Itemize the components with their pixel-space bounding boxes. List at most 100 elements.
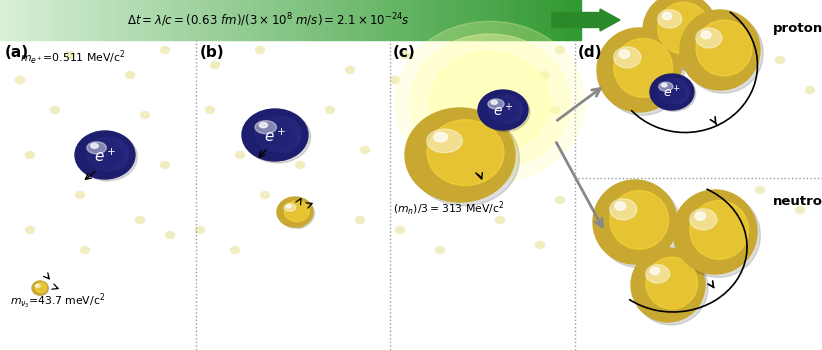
Ellipse shape <box>663 12 672 20</box>
Bar <box>58 0 67 40</box>
Ellipse shape <box>165 231 174 238</box>
Bar <box>188 0 196 40</box>
Text: (b): (b) <box>200 45 224 60</box>
Bar <box>174 0 182 40</box>
Bar <box>435 0 443 40</box>
Ellipse shape <box>409 112 520 206</box>
Ellipse shape <box>673 190 757 274</box>
Bar <box>109 0 117 40</box>
Bar <box>145 0 153 40</box>
Ellipse shape <box>690 201 749 259</box>
Ellipse shape <box>284 201 309 222</box>
Ellipse shape <box>400 51 409 58</box>
Bar <box>471 0 479 40</box>
Bar <box>573 0 581 40</box>
Ellipse shape <box>690 209 717 230</box>
Bar <box>80 0 88 40</box>
Bar <box>529 0 538 40</box>
Ellipse shape <box>658 82 673 91</box>
Bar <box>101 0 110 40</box>
Bar <box>51 0 59 40</box>
Ellipse shape <box>652 76 695 111</box>
Ellipse shape <box>541 71 549 78</box>
Bar <box>254 0 262 40</box>
Ellipse shape <box>66 51 75 58</box>
Bar <box>7 0 16 40</box>
Ellipse shape <box>87 137 129 170</box>
Ellipse shape <box>650 74 694 110</box>
Bar <box>493 0 501 40</box>
Bar <box>478 0 487 40</box>
Ellipse shape <box>650 267 660 275</box>
Ellipse shape <box>206 106 215 113</box>
Ellipse shape <box>775 56 784 63</box>
Ellipse shape <box>806 86 815 93</box>
Bar <box>377 0 386 40</box>
Bar <box>543 0 552 40</box>
Ellipse shape <box>25 152 35 159</box>
Bar <box>181 0 190 40</box>
Bar <box>457 0 465 40</box>
Bar <box>558 0 566 40</box>
Ellipse shape <box>478 90 528 130</box>
Ellipse shape <box>75 131 135 179</box>
Ellipse shape <box>33 281 48 295</box>
Ellipse shape <box>16 77 25 84</box>
Bar <box>218 0 226 40</box>
Ellipse shape <box>611 217 620 224</box>
Bar <box>261 0 270 40</box>
Ellipse shape <box>136 217 145 224</box>
Bar <box>131 0 139 40</box>
Bar <box>464 0 473 40</box>
Text: (a): (a) <box>5 45 29 60</box>
Ellipse shape <box>631 248 705 322</box>
Ellipse shape <box>643 0 717 67</box>
Ellipse shape <box>35 283 46 293</box>
Bar <box>116 0 124 40</box>
Ellipse shape <box>551 106 560 113</box>
FancyArrow shape <box>552 9 620 31</box>
Text: $m_{e^+}$=0.511 MeV/c$^2$: $m_{e^+}$=0.511 MeV/c$^2$ <box>20 49 126 67</box>
Ellipse shape <box>645 265 670 283</box>
Bar <box>522 0 530 40</box>
Text: $m_{\nu_3}$=43.7 meV/c$^2$: $m_{\nu_3}$=43.7 meV/c$^2$ <box>10 292 105 312</box>
Ellipse shape <box>160 161 169 168</box>
Ellipse shape <box>245 111 311 163</box>
Ellipse shape <box>597 28 681 112</box>
Ellipse shape <box>645 191 654 198</box>
Bar <box>210 0 219 40</box>
Ellipse shape <box>326 106 335 113</box>
Ellipse shape <box>614 38 672 97</box>
Ellipse shape <box>436 246 445 253</box>
Bar <box>537 0 545 40</box>
Bar <box>319 0 327 40</box>
Ellipse shape <box>662 83 667 87</box>
Bar <box>421 0 429 40</box>
Bar <box>384 0 392 40</box>
Ellipse shape <box>261 191 270 198</box>
Ellipse shape <box>615 202 626 210</box>
Bar <box>290 0 298 40</box>
Ellipse shape <box>796 206 805 214</box>
Ellipse shape <box>405 108 515 202</box>
Bar <box>348 0 356 40</box>
Text: $e^+$: $e^+$ <box>264 128 286 145</box>
Text: proton: proton <box>773 22 822 35</box>
Ellipse shape <box>50 106 59 113</box>
Ellipse shape <box>77 133 137 181</box>
Bar <box>196 0 204 40</box>
Bar <box>326 0 335 40</box>
Text: $e^+$: $e^+$ <box>493 102 513 120</box>
Ellipse shape <box>284 204 296 211</box>
Bar <box>370 0 378 40</box>
Ellipse shape <box>430 51 550 153</box>
Bar <box>152 0 160 40</box>
Bar <box>391 0 399 40</box>
Bar <box>167 0 175 40</box>
Ellipse shape <box>105 152 114 159</box>
Ellipse shape <box>658 2 709 54</box>
Ellipse shape <box>427 120 504 186</box>
Ellipse shape <box>610 199 637 220</box>
Ellipse shape <box>235 152 244 159</box>
Ellipse shape <box>755 187 764 194</box>
